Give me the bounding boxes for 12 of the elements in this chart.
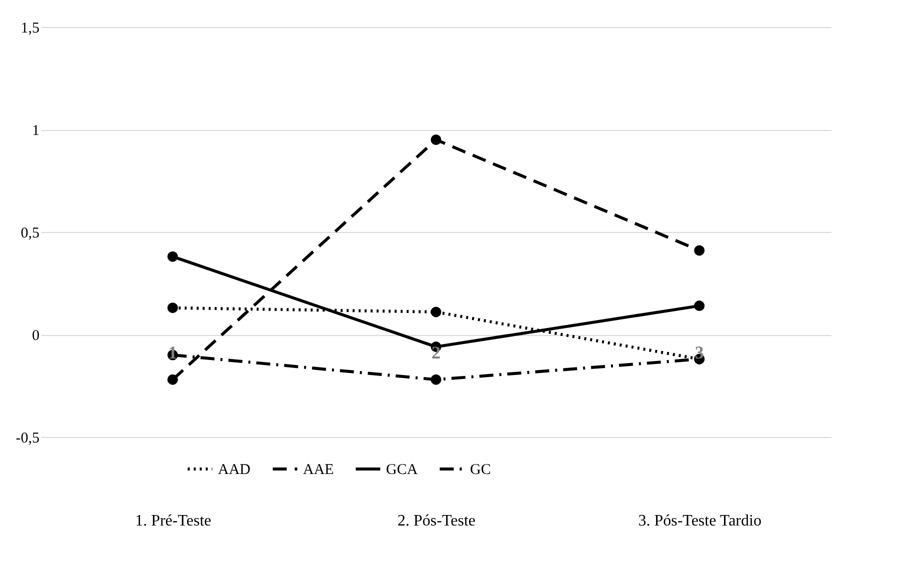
legend-label: AAE [303,462,334,478]
x-tick-label: 2. Pós-Teste [398,512,476,530]
legend-label: GC [470,462,491,478]
y-tick-label: 1 [32,123,40,139]
y-tick-label: 0 [32,328,40,344]
y-tick-label: 1,5 [20,20,40,36]
legend-label: GCA [386,462,418,478]
x-tick-label: 3. Pós-Teste Tardio [638,512,762,530]
x-tick-label: 1. Pré-Teste [135,512,212,530]
y-tick-label: -0,5 [16,430,40,446]
y-tick-label: 0,5 [20,226,40,242]
legend-label: AAD [218,462,251,478]
